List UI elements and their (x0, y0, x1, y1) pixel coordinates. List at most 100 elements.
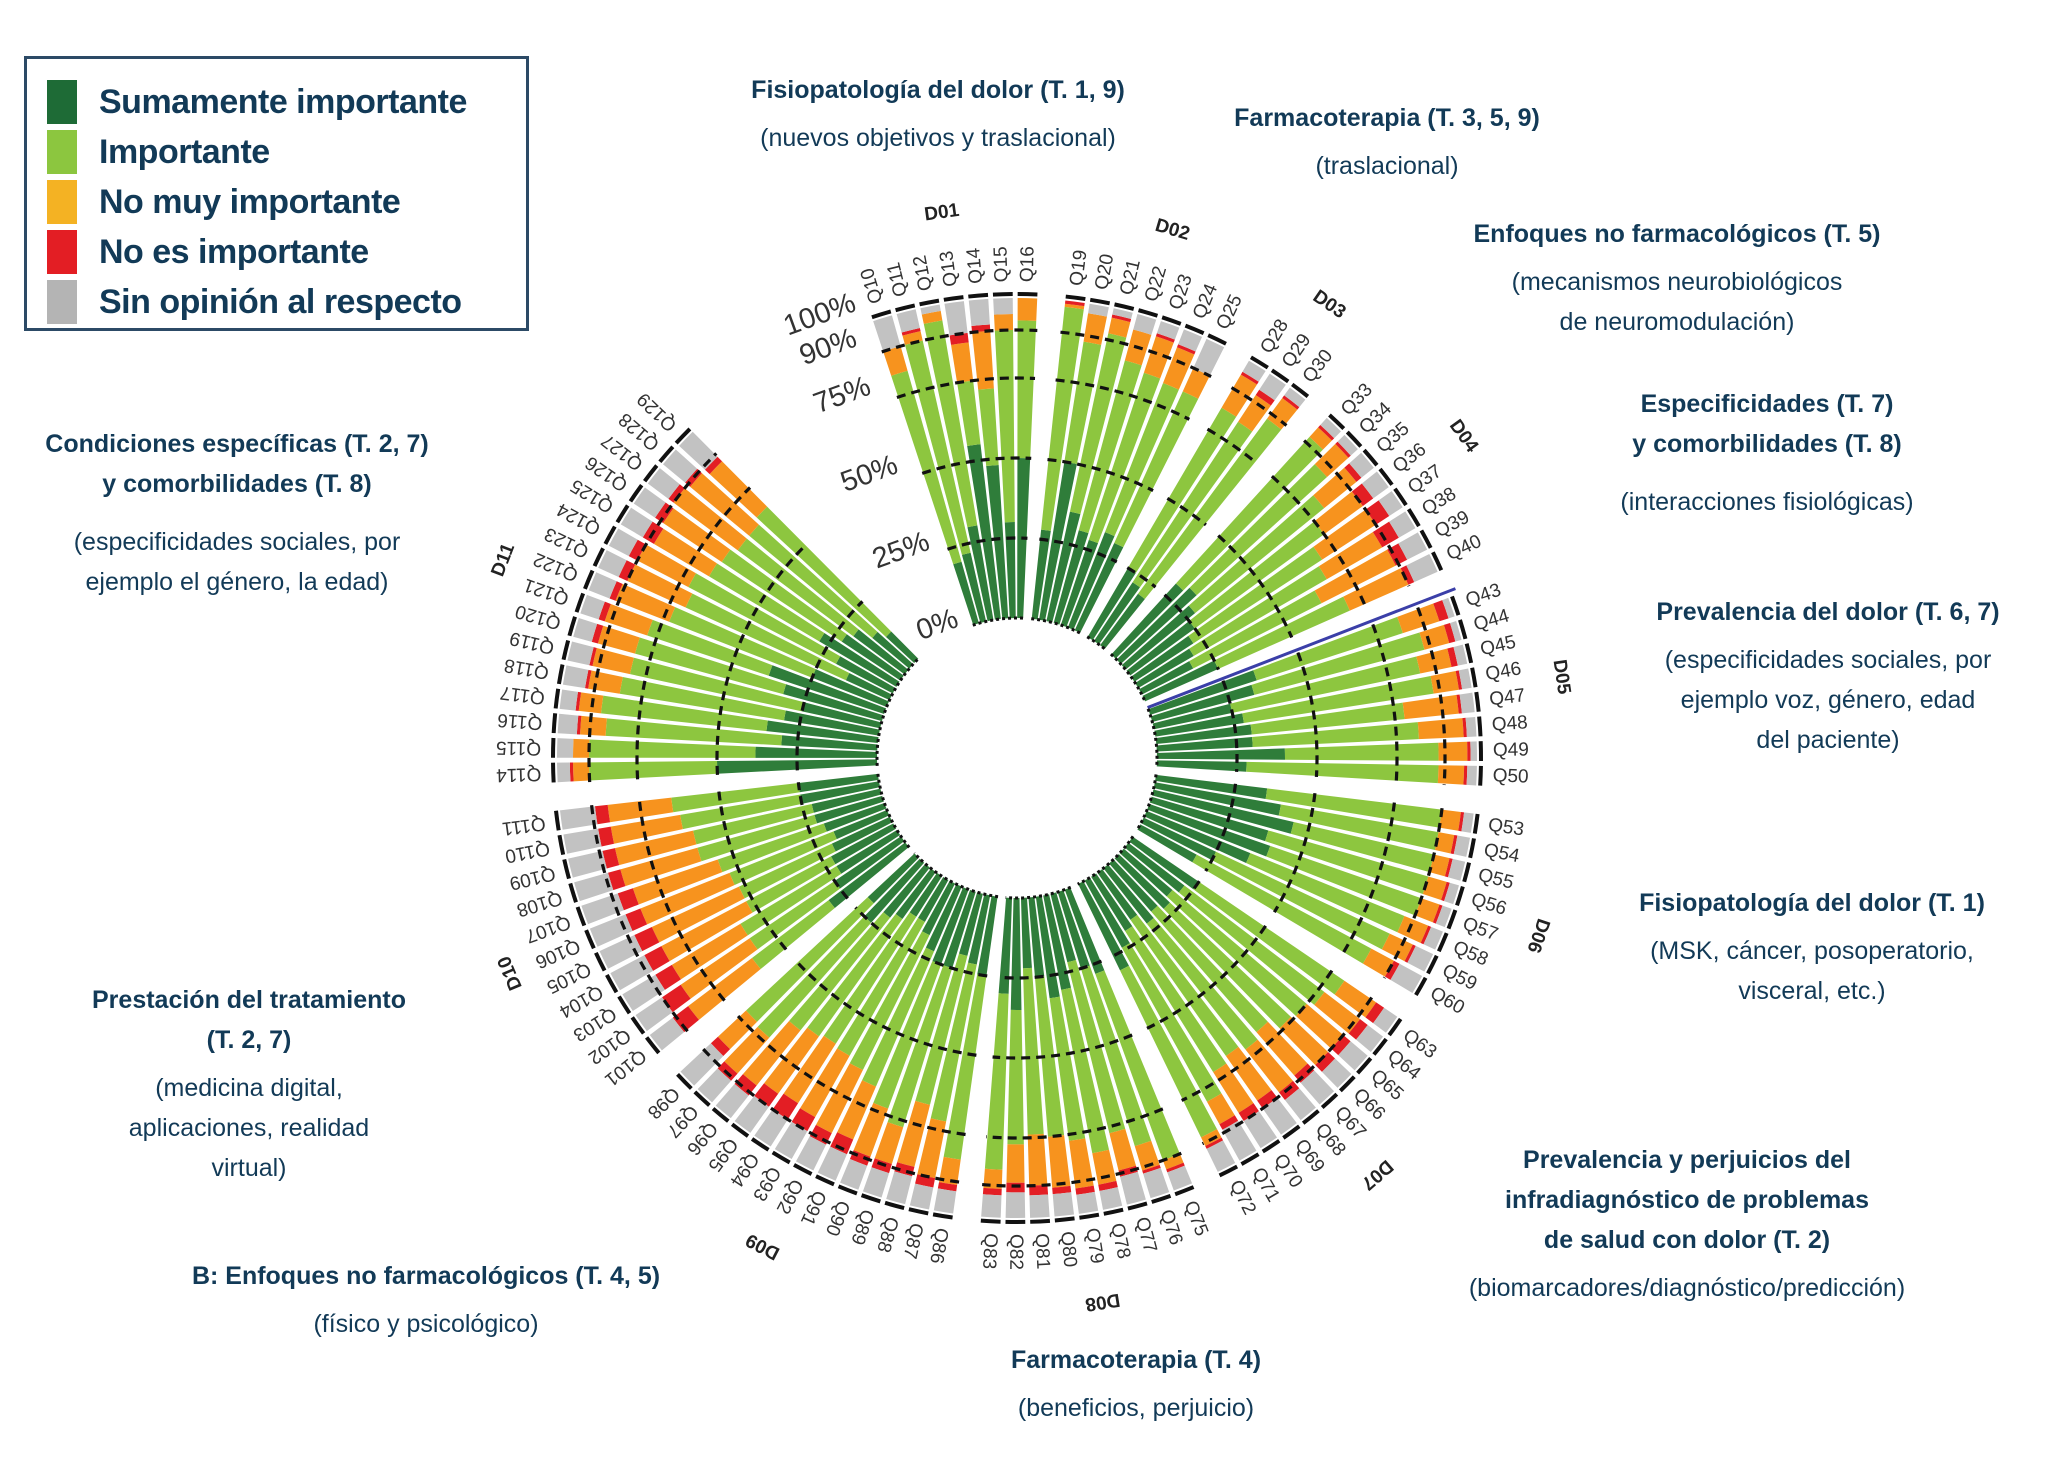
question-label: Q16 (1017, 246, 1039, 282)
bar-segment-Q101-sin-opini-n-al-respecto (649, 1017, 685, 1051)
bar-segment-Q104-no-es-importante (644, 946, 670, 971)
question-label: Q45 (1478, 632, 1518, 661)
bar-top-tick (1362, 448, 1379, 467)
grid-ring-0 (875, 657, 920, 766)
legend-swatch (47, 130, 77, 174)
grid-ring-75 (896, 376, 1036, 399)
bar-top-tick (919, 298, 940, 307)
annotation-title: Especificidades (T. 7) (1640, 390, 1894, 418)
grid-ring-50 (1166, 497, 1207, 527)
bar-top-tick (693, 1090, 711, 1107)
bar-segment-Q118-sumamente-importante (784, 710, 880, 736)
bar-segment-Q92-sumamente-importante (922, 880, 956, 936)
question-label: Q77 (1131, 1215, 1161, 1255)
bar-segment-Q83-no-es-importante (982, 1187, 1002, 1196)
bar-segment-Q47-sumamente-importante (1155, 724, 1252, 745)
bar-segment-Q33-importante (1175, 436, 1323, 591)
bar-segment-Q75-sumamente-importante (1064, 887, 1105, 974)
bar-segment-Q13-no-muy-importante (951, 342, 974, 383)
bar-segment-Q19-no-es-importante (1064, 300, 1085, 307)
bar-segment-Q45-importante (1230, 656, 1421, 713)
bar-top-tick (1446, 909, 1458, 930)
annotation-title: Condiciones específicas (T. 2, 7) (45, 430, 429, 458)
bar-segment-Q116-sumamente-importante (781, 735, 878, 751)
grid-ring-90 (982, 1151, 1182, 1188)
question-label: Q49 (1493, 739, 1529, 761)
bar-segment-Q49-importante (1284, 742, 1439, 761)
bar-segment-Q82-sumamente-importante (1010, 897, 1022, 1010)
bar-segment-Q96-sin-opini-n-al-respecto (715, 1083, 749, 1119)
bar-segment-Q38-sin-opini-n-al-respecto (1389, 511, 1416, 538)
bar-segment-Q21-sumamente-importante (1046, 511, 1081, 623)
bar-segment-Q65-importante (1166, 890, 1307, 1017)
bar-segment-Q103-no-muy-importante (671, 923, 748, 980)
domain-label: D07 (1357, 1155, 1397, 1194)
bar-segment-Q105-no-es-importante (634, 926, 660, 952)
bar-segment-Q29-importante (1132, 421, 1253, 588)
bar-segment-Q93-sumamente-importante (918, 877, 949, 922)
domain-label: D11 (487, 540, 519, 580)
bar-segment-Q45-no-es-importante (1447, 646, 1458, 667)
bar-segment-Q107-no-muy-importante (632, 859, 723, 905)
bar-top-tick (1458, 619, 1468, 640)
bar-segment-Q24-no-es-importante (1176, 344, 1196, 355)
bar-top-tick (750, 1137, 770, 1152)
bar-segment-Q45-sin-opini-n-al-respecto (1453, 644, 1468, 666)
bar-segment-Q54-no-es-importante (1450, 834, 1458, 855)
question-label: Q10 (857, 266, 888, 306)
bar-segment-Q91-importante (862, 947, 935, 1087)
bar-segment-Q35-sin-opini-n-al-respecto (1349, 452, 1374, 478)
annotation-title: Prestación del tratamiento (92, 986, 406, 1014)
bar-segment-Q24-no-muy-importante (1163, 347, 1195, 390)
bar-segment-Q34-importante (1189, 464, 1328, 596)
question-label: Q79 (1081, 1226, 1107, 1265)
annotation-subtitle: virtual) (211, 1154, 287, 1182)
legend-item-sumamente-importante: Sumamente importante (47, 77, 526, 127)
grid-ring-50 (1272, 792, 1317, 913)
bar-top-tick (1393, 487, 1408, 507)
bar-segment-Q105-importante (738, 843, 836, 899)
bar-top-tick (556, 664, 565, 685)
question-label: Q55 (1476, 865, 1516, 894)
bar-segment-Q105-sumamente-importante (831, 816, 893, 852)
bar-segment-Q98-importante (746, 897, 874, 1022)
question-label: Q19 (1066, 249, 1091, 287)
question-label: Q46 (1484, 658, 1523, 685)
question-label: Q22 (1141, 264, 1171, 304)
bar-segment-Q15-sin-opini-n-al-respecto (993, 298, 1013, 315)
bar-segment-Q19-sumamente-importante (1031, 529, 1051, 620)
bar-top-tick (1320, 1092, 1339, 1109)
bar-segment-Q38-importante (1189, 566, 1327, 657)
bar-top-tick (594, 952, 607, 972)
legend-label: No muy importante (99, 182, 401, 221)
question-label: Q117 (499, 681, 546, 708)
bar-segment-Q65-sin-opini-n-al-respecto (1338, 1041, 1368, 1071)
annotation-title: Prevalencia del dolor (T. 6, 7) (1656, 598, 2000, 626)
bar-segment-Q33-sin-opini-n-al-respecto (1320, 417, 1341, 439)
bar-segment-Q57-no-muy-importante (1415, 898, 1440, 923)
question-label: Q83 (978, 1233, 1001, 1270)
bar-segment-Q48-no-es-importante (1462, 717, 1467, 738)
domain-divider-line (1147, 587, 1456, 709)
bar-segment-Q59-importante (1211, 851, 1390, 950)
bar-segment-Q87-sin-opini-n-al-respecto (909, 1183, 934, 1210)
grid-ring-75 (1270, 474, 1367, 607)
grid-ring-25 (1204, 783, 1238, 872)
bar-top-tick (1065, 294, 1086, 302)
bar-segment-Q93-sin-opini-n-al-respecto (774, 1121, 808, 1160)
question-label: Q48 (1491, 712, 1528, 735)
bar-segment-Q77-sumamente-importante (1050, 892, 1076, 963)
bar-segment-Q46-importante (1242, 675, 1434, 723)
bar-segment-Q65-no-es-importante (1331, 1034, 1351, 1056)
bar-top-tick (1450, 595, 1461, 616)
annotation-subtitle: ejemplo voz, género, edad (1680, 686, 1976, 714)
bar-segment-Q125-sumamente-importante (819, 633, 900, 687)
bar-top-tick (603, 525, 617, 545)
question-label: Q86 (925, 1226, 951, 1265)
bar-segment-Q47-sin-opini-n-al-respecto (1459, 692, 1475, 714)
bar-top-tick (1161, 315, 1182, 326)
bar-segment-Q95-no-es-importante (754, 1083, 779, 1107)
bar-segment-Q21-importante (1069, 333, 1127, 515)
question-label: Q88 (872, 1214, 902, 1254)
